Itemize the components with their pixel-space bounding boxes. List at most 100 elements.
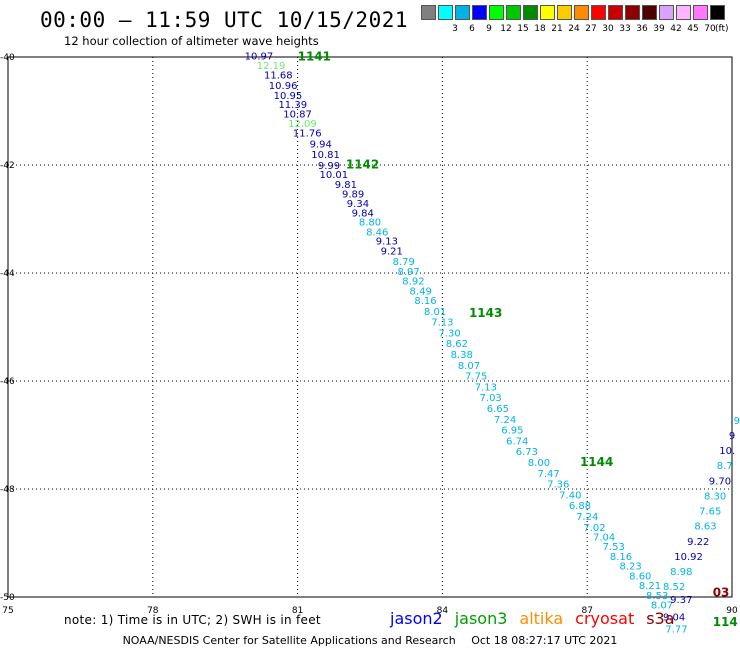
swh-label: 8.98 — [670, 567, 692, 578]
note-text: note: 1) Time is in UTC; 2) SWH is in fe… — [64, 613, 321, 627]
swh-label: 8.16 — [414, 296, 436, 307]
legend-swatch — [523, 5, 538, 20]
legend-swatch — [455, 5, 470, 20]
legend-swatch — [438, 5, 453, 20]
footer: NOAA/NESDIS Center for Satellite Applica… — [0, 634, 740, 647]
swh-label: 10.01 — [319, 170, 348, 181]
x-tick-label: 87 — [581, 606, 592, 616]
swh-label: 6.95 — [501, 426, 523, 437]
swh-label: 8.30 — [704, 491, 726, 502]
legend-swatch — [489, 5, 504, 20]
swh-label: 12.09 — [288, 119, 317, 130]
swh-label: 8.23 — [620, 562, 642, 573]
y-tick-label: -42 — [0, 161, 15, 171]
swh-label: 8.01 — [424, 307, 446, 318]
swh-label: 9 — [729, 431, 735, 442]
legend-swatch — [591, 5, 606, 20]
swh-label: 7.13 — [475, 382, 497, 393]
swh-label: 9.37 — [670, 595, 692, 606]
footer-timestamp: Oct 18 08:27:17 UTC 2021 — [471, 634, 618, 647]
swh-label: 12.19 — [257, 61, 286, 72]
swh-label: 7.47 — [537, 469, 559, 480]
swh-label: 7.04 — [593, 533, 615, 544]
y-tick-label: -46 — [0, 377, 15, 387]
pass-number-label: 114 — [713, 615, 738, 629]
legend-label: 30 — [602, 24, 614, 34]
x-tick-label: 78 — [147, 606, 159, 616]
swh-label: 10. — [719, 446, 735, 457]
swh-label: 9.70 — [709, 476, 731, 487]
swh-label: 10.97 — [245, 51, 274, 62]
swh-label: 8.60 — [629, 571, 651, 582]
swh-label: 7.24 — [494, 415, 516, 426]
satellite-legend: jason2 jason3 altika cryosat s3a — [390, 609, 687, 628]
swh-label: 6.73 — [516, 447, 538, 458]
swh-label: 11.76 — [293, 129, 322, 140]
swh-label: 7.77 — [665, 624, 687, 635]
swh-label: 6.88 — [569, 501, 591, 512]
swh-label: 10.96 — [269, 81, 298, 92]
x-tick-label: 75 — [2, 606, 13, 616]
swh-label: 8.00 — [528, 458, 550, 469]
swh-label: 8.79 — [393, 257, 415, 268]
swh-label: 10.81 — [311, 150, 340, 161]
swh-label: 6.65 — [487, 404, 509, 415]
legend-swatch — [710, 5, 725, 20]
swh-label: 7.53 — [603, 542, 625, 553]
legend-label: 70 — [704, 24, 716, 34]
satellite-jason2: jason2 — [390, 609, 443, 628]
y-tick-label: -40 — [0, 53, 15, 63]
legend-label: 42 — [670, 24, 682, 34]
swh-label: 9.99 — [318, 161, 340, 172]
legend-label: 9 — [486, 24, 492, 34]
satellite-s3a: s3a — [646, 609, 675, 628]
swh-label: 8.49 — [410, 286, 432, 297]
legend-label: 12 — [500, 24, 512, 34]
swh-label: 7.13 — [431, 318, 453, 329]
legend-label: 45 — [687, 24, 699, 34]
swh-label: 9.22 — [687, 537, 709, 548]
y-tick-label: -50 — [0, 593, 15, 603]
pass-number-label: 1143 — [469, 306, 502, 320]
pass-number-label: 03 — [713, 586, 730, 600]
y-tick-label: -48 — [0, 485, 15, 495]
swh-label: 8.53 — [646, 591, 668, 602]
swh-label: 8.46 — [366, 227, 388, 238]
x-tick-label: 90 — [726, 606, 738, 616]
swh-label: 8.16 — [610, 552, 632, 563]
legend-label: 33 — [619, 24, 631, 34]
swh-label: 7.24 — [576, 512, 598, 523]
swh-label: 9.89 — [342, 190, 364, 201]
swh-label: 8.62 — [446, 339, 468, 350]
swh-label: 8.07 — [458, 361, 480, 372]
swh-label: 6.74 — [506, 436, 528, 447]
swh-label: 9.81 — [335, 180, 357, 191]
swh-label: 8.92 — [402, 277, 424, 288]
swh-label: 10.92 — [674, 552, 703, 563]
legend-label: 39 — [653, 24, 665, 34]
legend-swatch — [506, 5, 521, 20]
swh-label: 9.94 — [310, 139, 332, 150]
swh-label: 8.97 — [397, 267, 419, 278]
swh-label: 7.40 — [559, 490, 581, 501]
x-tick-label: 84 — [437, 606, 449, 616]
legend-swatch — [642, 5, 657, 20]
legend-label: 24 — [568, 24, 580, 34]
satellite-cryosat: cryosat — [575, 609, 635, 628]
pass-number-label: 1142 — [346, 157, 379, 171]
swh-label: 11.68 — [264, 70, 293, 81]
swh-label: 8.63 — [694, 522, 716, 533]
swh-label: 7.65 — [699, 507, 721, 518]
legend-label: 3 — [452, 24, 458, 34]
swh-label: 9.13 — [376, 237, 398, 248]
plot-frame — [7, 56, 733, 598]
legend-swatch — [625, 5, 640, 20]
legend-swatch — [693, 5, 708, 20]
swh-label: 10.87 — [283, 110, 312, 121]
legend-swatch — [557, 5, 572, 20]
swh-label: 7.02 — [583, 523, 605, 534]
footer-credit: NOAA/NESDIS Center for Satellite Applica… — [122, 634, 456, 647]
x-tick-label: 81 — [292, 606, 303, 616]
chart-subtitle: 12 hour collection of altimeter wave hei… — [64, 34, 319, 48]
